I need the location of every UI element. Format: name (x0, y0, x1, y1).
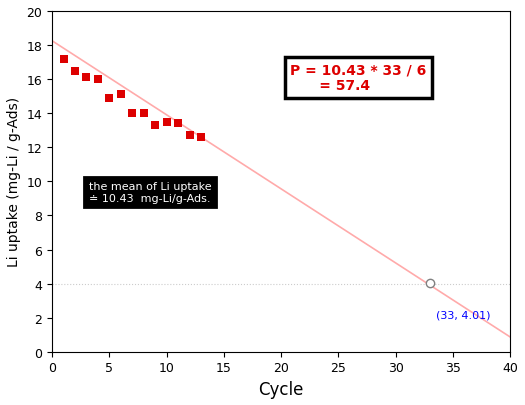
Point (185, 133, 194, 139)
Point (140, 111, 148, 117)
Y-axis label: Li uptake (mg-Li / g-Ads): Li uptake (mg-Li / g-Ads) (7, 97, 21, 267)
Point (197, 134, 205, 141)
Point (59, 56, 68, 63)
Text: the mean of Li uptake
≐ 10.43  mg-Li/g-Ads.: the mean of Li uptake ≐ 10.43 mg-Li/g-Ad… (89, 182, 212, 203)
Point (174, 121, 182, 127)
Point (93, 77, 102, 83)
Point (105, 95, 113, 102)
Point (128, 111, 136, 117)
Point (82, 75, 91, 81)
Point (117, 92, 125, 98)
Text: P = 10.43 * 33 / 6
      = 57.4: P = 10.43 * 33 / 6 = 57.4 (290, 63, 426, 93)
Point (162, 119, 171, 126)
Text: (33, 4.01): (33, 4.01) (436, 309, 490, 319)
Point (71, 68, 79, 75)
Point (151, 123, 160, 129)
X-axis label: Cycle: Cycle (258, 380, 304, 398)
